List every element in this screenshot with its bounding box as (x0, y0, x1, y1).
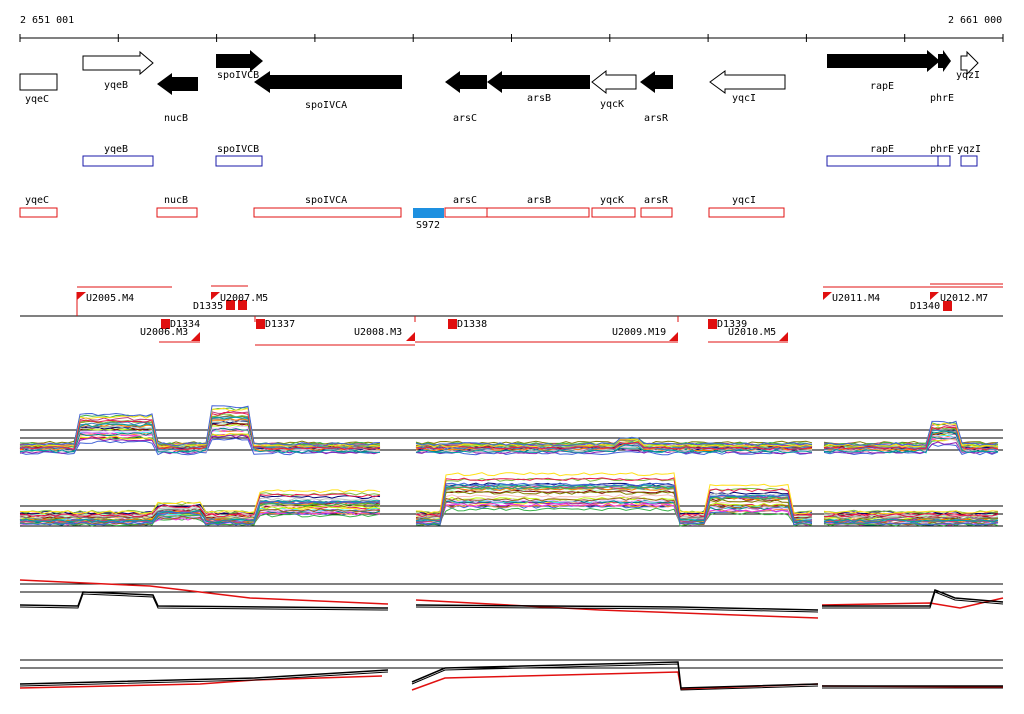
red-box-yqeC[interactable]: yqeC (19, 195, 58, 218)
blue-box-yqzI[interactable]: yqzI (957, 144, 981, 167)
svg-text:yqeC: yqeC (25, 195, 49, 206)
segment-label: U2006.M3 (140, 327, 188, 338)
red-box-spoIVCA[interactable]: spoIVCA (253, 195, 402, 218)
segment-label: U2012.M7 (940, 293, 988, 304)
marker-label: S972 (416, 220, 440, 231)
expression-panel-2 (19, 472, 1003, 527)
blue-box-rapE[interactable]: rapE (826, 144, 939, 167)
segment-label: U2009.M19 (612, 327, 666, 338)
marker-S972[interactable]: S972 (413, 208, 444, 231)
svg-text:spoIVCA: spoIVCA (305, 195, 347, 206)
svg-text:arsR: arsR (644, 195, 669, 206)
segment-labels-below: D1334 U2006.M3 D1337 U2008.M3 D1338 U200… (140, 319, 776, 338)
expression-line (19, 477, 999, 518)
segment-label: D1338 (457, 319, 487, 330)
summary-panel-1 (19, 579, 1004, 619)
end-coordinate: 2 661 000 (948, 15, 1002, 26)
svg-text:nucB: nucB (164, 195, 188, 206)
red-box-yqcK[interactable]: yqcK (591, 195, 636, 218)
expression-line (19, 410, 999, 447)
red-box-nucB[interactable]: nucB (156, 195, 198, 218)
gene-rapE[interactable]: rapE (827, 50, 940, 92)
gene-label: arsB (527, 93, 551, 104)
segment-label: U2011.M4 (832, 293, 880, 304)
blue-box-spoIVCB[interactable]: spoIVCB (215, 144, 263, 167)
gene-spoIVCB[interactable]: spoIVCB (216, 50, 263, 81)
segment-label: U2007.M5 (220, 293, 268, 304)
red-box-yqcI[interactable]: yqcI (708, 195, 785, 218)
gene-label: yqcI (732, 93, 756, 104)
expression-line (19, 407, 999, 447)
gene-arsB[interactable]: arsB (487, 71, 590, 104)
segment-label: D1337 (265, 319, 295, 330)
gene-arsR[interactable]: arsR (640, 71, 673, 124)
segment-labels-above: U2005.M4 U2007.M5 D1335 U2011.M4 U2012.M… (86, 293, 988, 312)
gene-yqeB[interactable]: yqeB (82, 50, 154, 91)
summary-line-black (19, 589, 1004, 611)
gene-yqeC[interactable]: yqeC (19, 73, 58, 105)
gene-label: yqeC (25, 94, 49, 105)
gene-label: arsR (644, 113, 669, 124)
red-box-arsB[interactable]: arsB (486, 195, 590, 218)
summary-line-black-2 (19, 663, 1003, 691)
gene-label: nucB (164, 113, 188, 124)
gene-arsC[interactable]: arsC (445, 71, 487, 124)
segment-label: D1335 (193, 301, 223, 312)
gene-label: spoIVCA (305, 100, 347, 111)
red-box-arsR[interactable]: arsR (640, 195, 673, 218)
gene-label: yqzI (956, 70, 980, 81)
expression-line (19, 482, 999, 526)
segment-track: U2005.M4 U2007.M5 D1335 U2011.M4 U2012.M… (20, 283, 1003, 346)
blue-box-yqeB[interactable]: yqeB (82, 144, 154, 167)
ruler (19, 34, 1004, 42)
segment-label: U2005.M4 (86, 293, 134, 304)
summary-line-black-2 (19, 591, 1004, 613)
expression-panel-1 (19, 405, 1003, 456)
gene-label: arsC (453, 113, 477, 124)
expression-line (19, 407, 999, 448)
summary-panel-2 (19, 659, 1004, 691)
svg-text:spoIVCB: spoIVCB (217, 144, 259, 155)
segment-label: D1340 (910, 301, 940, 312)
gene-spoIVCA[interactable]: spoIVCA (254, 71, 402, 111)
gene-phrE[interactable]: phrE (930, 50, 954, 104)
svg-text:rapE: rapE (870, 144, 894, 155)
blue-box-phrE[interactable]: phrE (930, 144, 954, 167)
red-box-arsC[interactable]: arsC (444, 195, 488, 218)
gene-nucB[interactable]: nucB (157, 73, 198, 124)
expression-line (20, 472, 999, 515)
svg-text:yqzI: yqzI (957, 144, 981, 155)
summary-line-red (19, 671, 1004, 691)
svg-text:yqcI: yqcI (732, 195, 756, 206)
summary-line-red (19, 579, 1004, 619)
blue-annotation-track: yqeB spoIVCB rapE phrE yqzI (82, 144, 981, 167)
svg-text:arsB: arsB (527, 195, 551, 206)
segment-label: U2010.M5 (728, 327, 776, 338)
gene-yqcI[interactable]: yqcI (709, 70, 786, 104)
gene-track: yqeC yqeB nucB spoIVCB spoIVCA arsC arsB (19, 50, 980, 124)
svg-text:phrE: phrE (930, 144, 954, 155)
gene-yqzI[interactable]: yqzI (956, 50, 980, 81)
gene-yqcK[interactable]: yqcK (591, 69, 637, 110)
gene-label: yqeB (104, 80, 128, 91)
summary-line-black (19, 661, 1003, 689)
red-annotation-track: yqeC nucB spoIVCA arsC arsB yqcK arsR yq… (19, 195, 785, 218)
expression-line (19, 416, 999, 454)
expression-line (19, 405, 999, 447)
gene-label: spoIVCB (217, 70, 259, 81)
svg-text:yqeB: yqeB (104, 144, 128, 155)
gene-label: yqcK (600, 99, 624, 110)
segment-label: D1334 (170, 319, 200, 330)
gene-label: rapE (870, 81, 894, 92)
gene-label: phrE (930, 93, 954, 104)
segment-label: U2008.M3 (354, 327, 402, 338)
segment-label: D1339 (717, 319, 747, 330)
svg-text:arsC: arsC (453, 195, 477, 206)
start-coordinate: 2 651 001 (20, 15, 74, 26)
svg-text:yqcK: yqcK (600, 195, 624, 206)
